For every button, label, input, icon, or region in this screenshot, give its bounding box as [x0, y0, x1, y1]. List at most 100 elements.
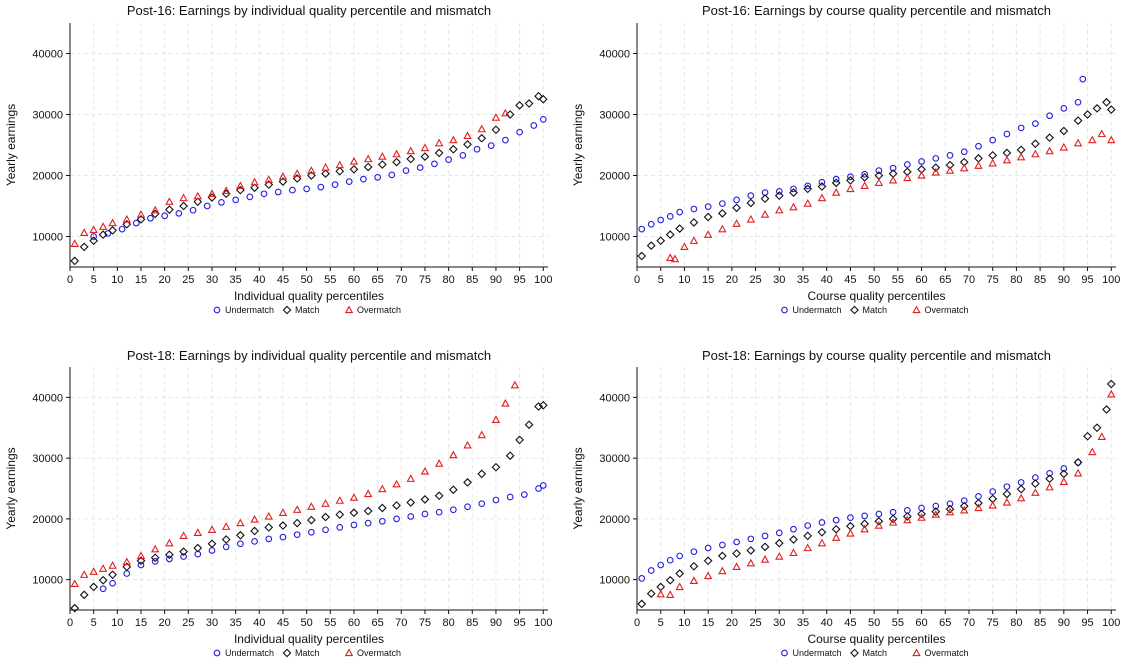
- data-point: [665, 590, 675, 598]
- data-point: [222, 543, 230, 551]
- chart-panel-4: 0 5 10 15 20 25 30 35 40 45 50 55 60 65 70 75 80 85 90 95 10…: [571, 348, 1120, 658]
- data-point: [449, 135, 458, 144]
- data-point: [974, 503, 983, 512]
- legend-marker-match: [850, 648, 859, 658]
- data-point: [250, 514, 259, 523]
- data-point: [689, 236, 699, 244]
- series-match: [637, 379, 1116, 609]
- data-point: [161, 212, 169, 220]
- x-tick-label: 80: [1010, 274, 1022, 286]
- data-point: [775, 188, 783, 195]
- data-point: [335, 166, 345, 176]
- data-point: [136, 209, 146, 218]
- data-point: [335, 496, 344, 504]
- legend-label-undermatch: Undermatch: [225, 648, 274, 658]
- data-point: [638, 225, 646, 233]
- x-tick-label: 70: [963, 617, 975, 629]
- data-point: [218, 198, 225, 206]
- data-point: [464, 503, 471, 511]
- x-tick-label: 25: [749, 617, 761, 629]
- data-point: [421, 510, 429, 518]
- data-point: [1102, 97, 1111, 107]
- data-point: [179, 531, 188, 540]
- data-point: [70, 239, 79, 247]
- data-point: [1074, 98, 1082, 106]
- data-point: [463, 478, 472, 487]
- legend-label-undermatch: Undermatch: [793, 305, 842, 315]
- x-tick-label: 65: [371, 274, 383, 286]
- data-point: [477, 133, 487, 143]
- data-point: [193, 528, 203, 536]
- data-point: [888, 514, 898, 524]
- data-point: [292, 169, 302, 177]
- chart-title: Post-18: Earnings by individual quality …: [127, 348, 491, 363]
- x-tick-label: 35: [230, 274, 242, 286]
- data-point: [463, 131, 472, 139]
- data-point: [1059, 477, 1069, 485]
- legend-marker-undermatch: [781, 306, 788, 314]
- y-tick-label: 10000: [32, 575, 63, 587]
- y-tick-label: 20000: [599, 171, 630, 183]
- x-tick-label: 85: [1034, 617, 1046, 629]
- data-point: [1003, 130, 1011, 138]
- data-point: [449, 450, 458, 459]
- data-point: [180, 553, 187, 560]
- legend-marker-overmatch: [912, 305, 921, 314]
- x-tick-label: 5: [658, 274, 664, 286]
- data-point: [193, 197, 203, 207]
- data-point: [278, 521, 288, 530]
- x-tick-label: 95: [1081, 274, 1093, 286]
- data-point: [717, 551, 727, 561]
- data-point: [732, 562, 741, 571]
- data-point: [846, 528, 855, 537]
- data-point: [406, 154, 416, 164]
- x-tick-label: 55: [892, 617, 904, 629]
- x-tick-label: 50: [868, 274, 880, 286]
- x-tick-label: 25: [182, 274, 194, 286]
- x-tick-label: 60: [915, 617, 927, 629]
- data-point: [888, 175, 898, 184]
- data-point: [179, 201, 188, 211]
- data-point: [689, 218, 699, 227]
- data-point: [260, 190, 268, 198]
- data-point: [524, 99, 534, 108]
- data-point: [945, 504, 955, 514]
- x-tick-label: 25: [749, 274, 761, 286]
- data-point: [860, 519, 870, 529]
- data-point: [108, 226, 117, 235]
- data-point: [150, 205, 160, 214]
- x-tick-label: 70: [395, 274, 407, 286]
- data-point: [832, 516, 840, 524]
- data-point: [960, 505, 969, 514]
- x-tick-label: 90: [490, 617, 502, 629]
- x-tick-label: 65: [939, 617, 951, 629]
- chart-panel-1: 0 5 10 15 20 25 30 35 40 45 50 55 60 65 70 75 80 85 90 95 10…: [4, 3, 552, 315]
- chart-title: Post-16: Earnings by course quality perc…: [702, 3, 1051, 18]
- data-point: [406, 146, 415, 155]
- data-point: [79, 570, 89, 578]
- x-tick-label: 30: [773, 274, 785, 286]
- data-point: [657, 561, 665, 569]
- data-point: [491, 415, 501, 424]
- data-point: [492, 496, 500, 504]
- data-point: [1002, 489, 1012, 499]
- data-point: [90, 233, 98, 240]
- data-point: [98, 575, 108, 585]
- data-point: [761, 532, 769, 540]
- data-point: [207, 525, 217, 533]
- data-point: [931, 510, 941, 518]
- y-tick-label: 10000: [32, 232, 63, 244]
- x-tick-label: 95: [513, 274, 525, 286]
- x-tick-label: 45: [844, 274, 856, 286]
- data-point: [535, 485, 542, 492]
- data-point: [349, 156, 359, 165]
- data-point: [775, 529, 783, 537]
- data-point: [1059, 142, 1069, 151]
- data-point: [321, 169, 330, 179]
- legend-marker-undermatch: [781, 649, 788, 657]
- data-point: [1073, 457, 1083, 467]
- data-point: [392, 149, 401, 158]
- data-point: [98, 222, 108, 230]
- data-point: [491, 462, 501, 472]
- data-point: [733, 538, 740, 546]
